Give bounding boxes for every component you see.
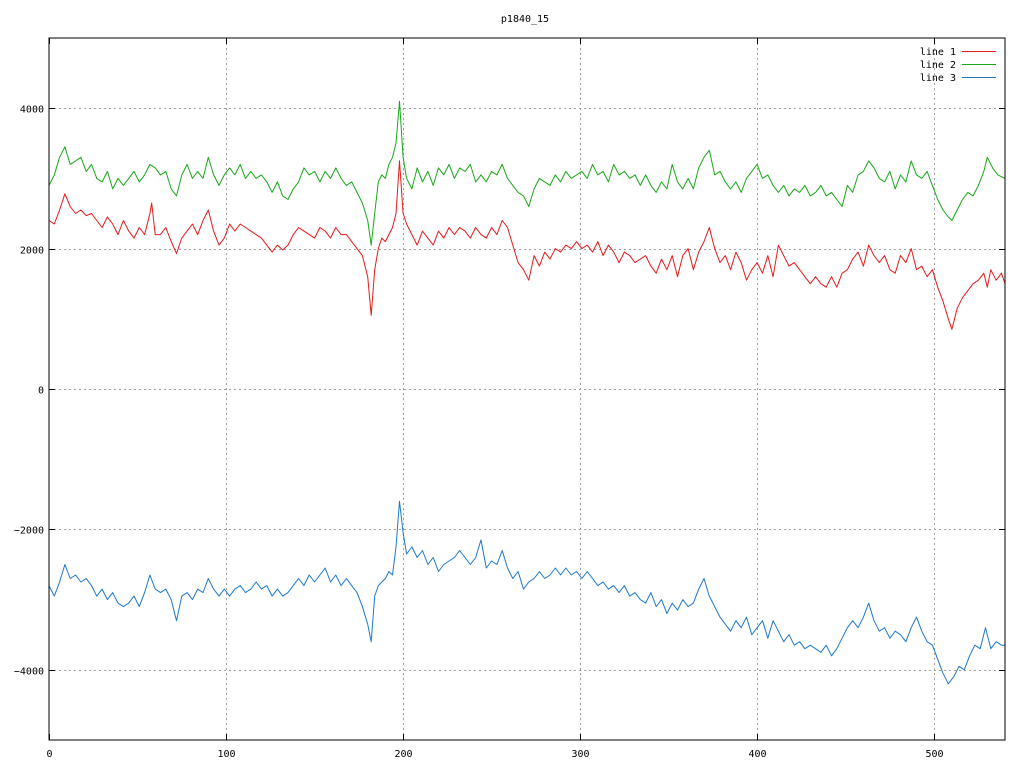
series-line-2 <box>48 100 1006 246</box>
x-tick-label: 200 <box>394 749 412 760</box>
series-line-1 <box>48 160 1006 330</box>
series-line-3 <box>48 500 1005 685</box>
x-tick-label: 0 <box>46 749 52 760</box>
legend-label-3: line 3 <box>920 73 956 84</box>
y-tick-label: 0 <box>38 386 44 397</box>
x-tick-label: 400 <box>748 749 766 760</box>
legend: line 1 line 2 line 3 <box>920 47 996 84</box>
data-series <box>48 100 1006 685</box>
legend-label-2: line 2 <box>920 60 956 71</box>
chart-title: p1840_15 <box>501 14 549 25</box>
legend-label-1: line 1 <box>920 47 956 58</box>
x-tick-label: 100 <box>217 749 235 760</box>
x-tick-label: 500 <box>925 749 943 760</box>
y-tick-label: 4000 <box>20 105 44 116</box>
y-tick-label: −4000 <box>14 667 44 678</box>
axis-ticks: 0 100 200 300 400 500 −4000 −2000 0 2000 4000 <box>14 38 1005 760</box>
grid-lines <box>49 38 1005 740</box>
y-tick-label: 2000 <box>20 246 44 257</box>
y-tick-label: −2000 <box>14 526 44 537</box>
x-tick-label: 300 <box>571 749 589 760</box>
